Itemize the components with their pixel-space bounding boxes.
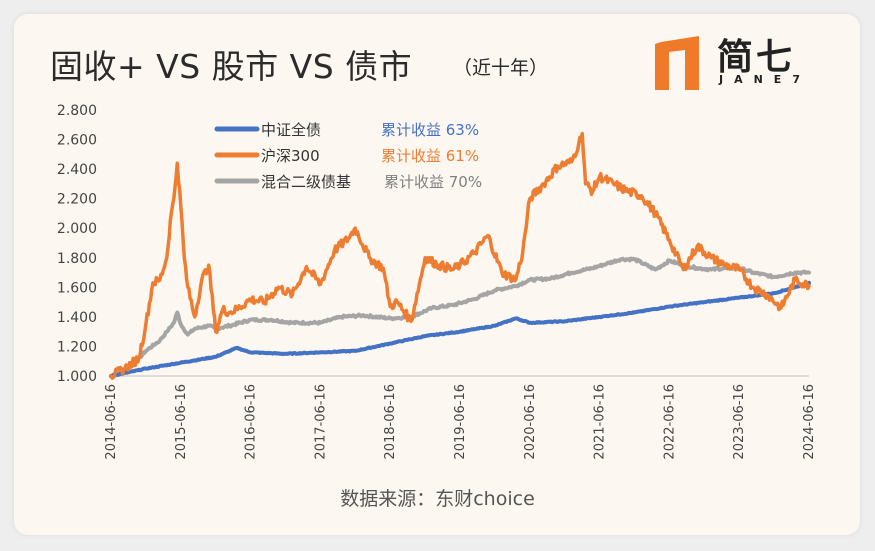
x-axis: 2014-06-16 2015-06-16 2016-06-16 2017-06-16… <box>104 375 817 460</box>
y-tick-label: 1.200 <box>57 339 97 355</box>
y-tick-label: 1.000 <box>57 369 97 385</box>
chart-card <box>14 14 860 535</box>
series-line-1 <box>109 280 811 379</box>
legend-label-2: 沪深300 <box>261 147 320 165</box>
series-line-2 <box>109 131 811 380</box>
y-tick-label: 2.800 <box>57 103 97 119</box>
y-tick-label: 2.200 <box>57 192 97 208</box>
y-tick-label: 1.400 <box>57 310 97 326</box>
x-tick-label: 2019-06-16 <box>453 384 468 460</box>
x-tick-label: 2023-06-16 <box>732 384 747 460</box>
logo-mark-icon <box>655 36 699 90</box>
legend: 中证全债 累计收益 63% 沪深300 累计收益 61% 混合二级债基 累计收益 70% <box>214 121 482 191</box>
y-tick-label: 2.400 <box>57 162 97 178</box>
y-tick-label: 2.000 <box>57 221 97 237</box>
legend-return-3: 累计收益 70% <box>384 173 482 191</box>
x-tick-label: 2022-06-16 <box>662 384 677 460</box>
legend-return-2: 累计收益 61% <box>381 147 479 165</box>
logo-name-en: JANE7 <box>719 73 811 86</box>
x-tick-label: 2014-06-16 <box>104 384 119 460</box>
y-tick-label: 1.800 <box>57 251 97 267</box>
brand-logo: 简七 JANE7 <box>655 28 825 90</box>
data-source: 数据来源：东财choice <box>340 488 535 510</box>
x-tick-label: 2020-06-16 <box>523 384 538 460</box>
page-subtitle: （近十年） <box>453 57 549 79</box>
y-axis: 1.000 1.200 1.400 1.600 1.800 2.000 2.200 2.400… <box>57 103 97 385</box>
series-lines <box>109 131 811 380</box>
x-tick-label: 2024-06-16 <box>802 384 817 460</box>
legend-return-1: 累计收益 63% <box>381 121 479 139</box>
series-line-3 <box>109 256 811 378</box>
x-tick-label: 2021-06-16 <box>593 384 608 460</box>
x-tick-label: 2018-06-16 <box>383 384 398 460</box>
y-tick-label: 1.600 <box>57 280 97 296</box>
x-tick-label: 2016-06-16 <box>244 384 259 460</box>
x-tick-label: 2015-06-16 <box>174 384 189 460</box>
logo-name-cn: 简七 <box>717 37 796 78</box>
y-tick-label: 2.600 <box>57 133 97 149</box>
legend-label-3: 混合二级债基 <box>261 173 351 191</box>
x-tick-label: 2017-06-16 <box>313 384 328 460</box>
page-title: 固收+ VS 股市 VS 债市 <box>50 47 413 86</box>
legend-label-1: 中证全债 <box>261 121 321 139</box>
